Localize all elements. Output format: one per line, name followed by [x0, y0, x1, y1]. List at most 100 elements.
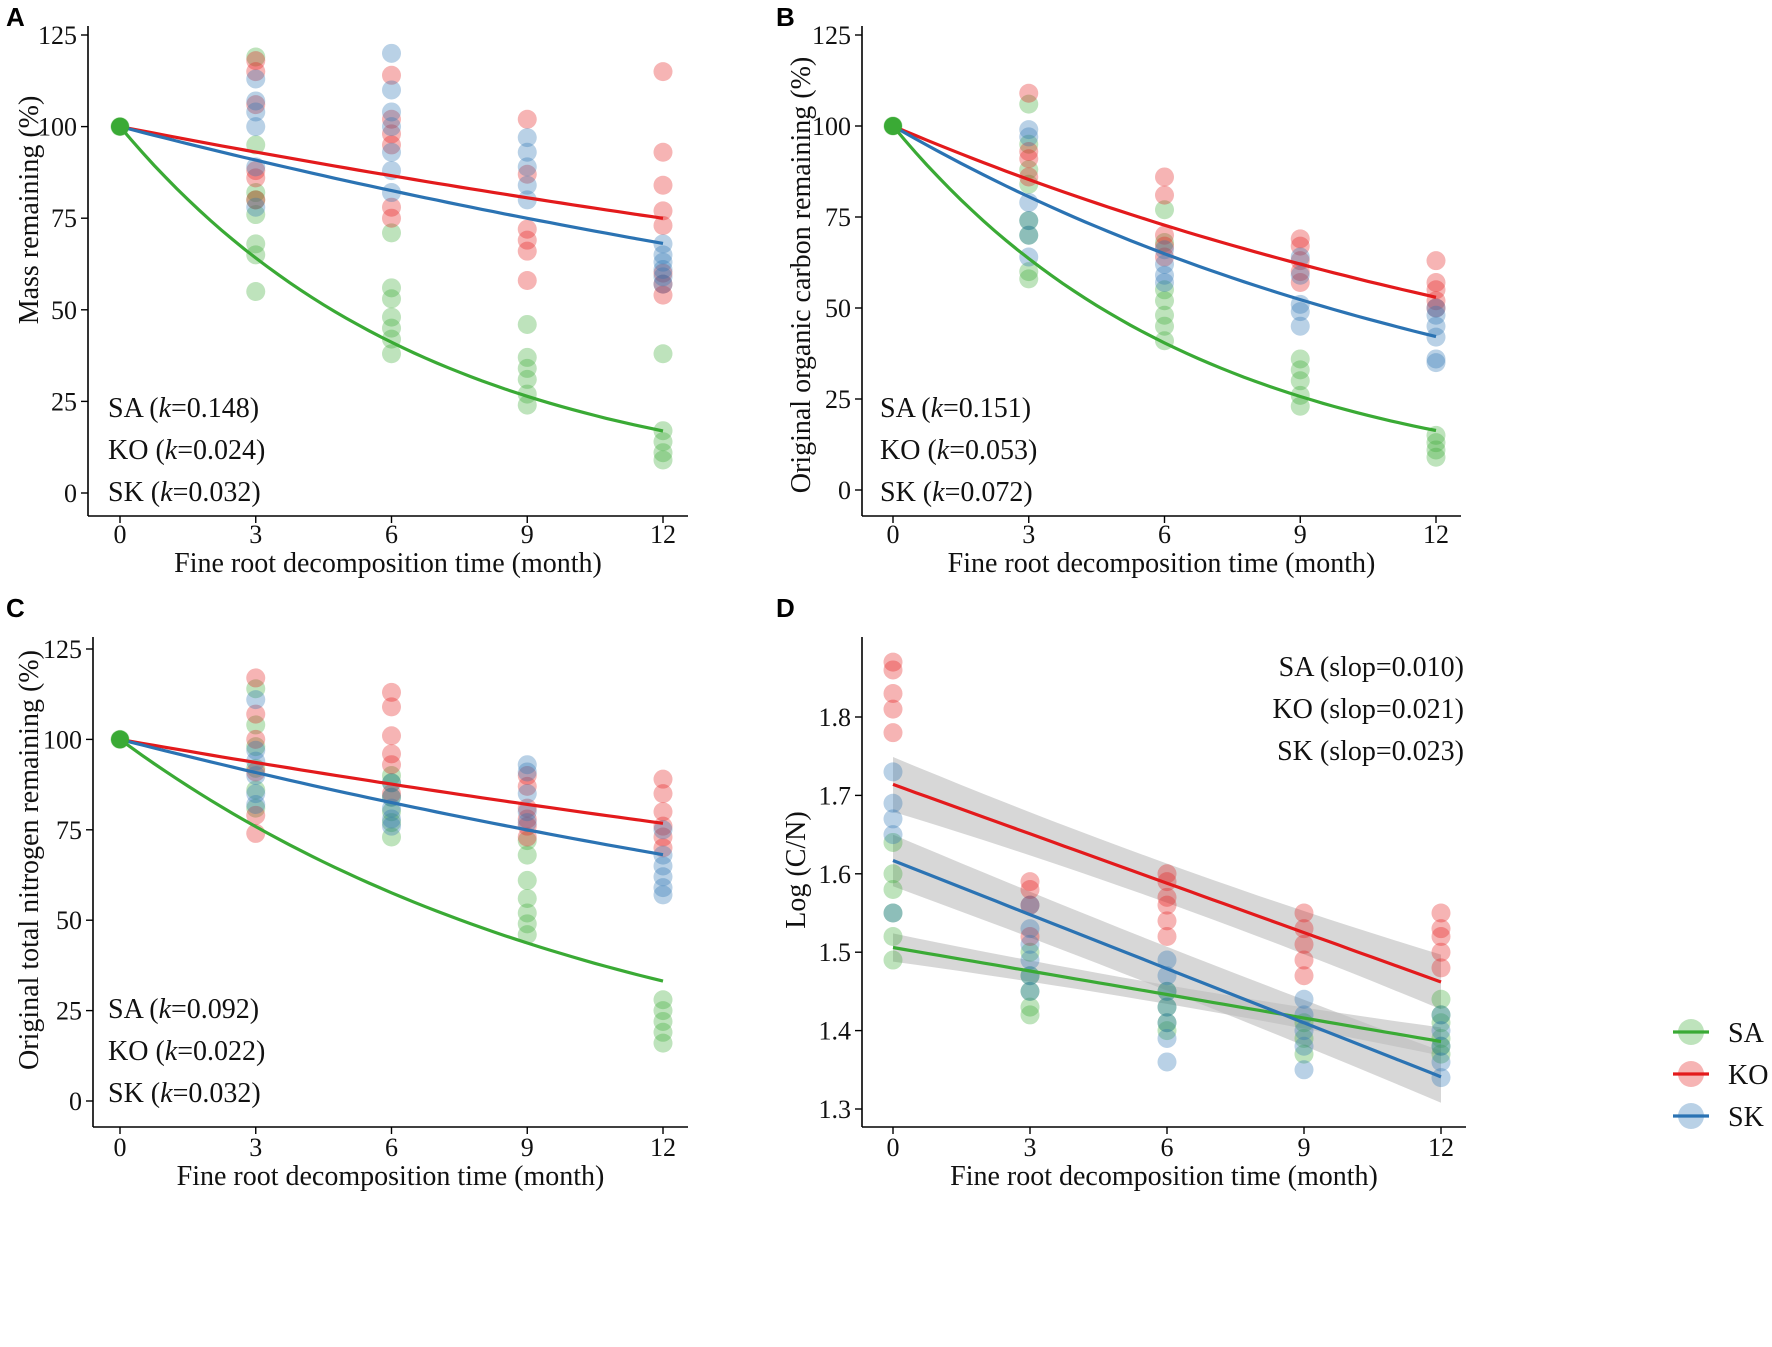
- data-point-sa: [517, 845, 537, 865]
- annotation-k: k: [160, 1078, 173, 1109]
- annotation-label: KO (: [108, 435, 165, 466]
- data-point-ko: [517, 219, 537, 239]
- data-point-sk: [1157, 1052, 1177, 1072]
- origin-point: [111, 117, 129, 136]
- annotation-k: k: [931, 393, 944, 424]
- data-point-sk: [1157, 1013, 1177, 1033]
- annotation-k: k: [165, 1036, 178, 1067]
- data-point-ko: [246, 668, 266, 688]
- data-point-ko: [1157, 864, 1177, 884]
- data-point-sa: [653, 990, 673, 1010]
- data-point-sk: [653, 845, 673, 865]
- y-tick-label: 75: [825, 203, 851, 232]
- x-tick-label: 9: [1294, 520, 1307, 549]
- slope-annotation: SA (slop=0.010): [1279, 652, 1464, 683]
- data-point-sk: [517, 175, 537, 195]
- data-point-sk: [653, 259, 673, 279]
- data-point-ko: [1431, 942, 1451, 962]
- data-point-sa: [517, 347, 537, 367]
- data-point-sk: [883, 793, 903, 813]
- x-axis-title: Fine root decomposition time (month): [950, 1161, 1378, 1192]
- data-point-sk: [517, 762, 537, 782]
- data-point-sk: [883, 809, 903, 829]
- data-point-sa: [1294, 1044, 1314, 1064]
- panel-letter: A: [6, 2, 25, 32]
- x-tick-label: 6: [1158, 520, 1171, 549]
- data-point-sk: [246, 102, 266, 122]
- annotation-k: k: [159, 393, 172, 424]
- data-point-sa: [1426, 440, 1446, 460]
- data-point-sa: [517, 914, 537, 934]
- annotation-value: =0.032): [173, 1078, 261, 1109]
- x-tick-label: 3: [1022, 520, 1035, 549]
- data-point-sk: [1431, 1068, 1451, 1088]
- data-point-sa: [1019, 94, 1039, 114]
- data-point-sk: [1019, 225, 1039, 245]
- data-point-ko: [382, 197, 401, 217]
- y-axis-title: Mass remaining (%): [14, 96, 45, 325]
- data-point-sk: [1294, 1036, 1314, 1056]
- x-tick-label: 3: [249, 520, 262, 549]
- x-tick-label: 3: [249, 1133, 262, 1162]
- data-point-sk: [1426, 327, 1446, 347]
- data-point-sk: [1157, 997, 1177, 1017]
- panel-letter: D: [776, 593, 795, 623]
- x-tick-label: 9: [521, 520, 534, 549]
- data-point-ko: [1426, 251, 1446, 271]
- data-point-ko: [246, 51, 266, 71]
- data-point-sa: [653, 344, 673, 364]
- slope-annotation: KO (slop=0.021): [1272, 694, 1464, 725]
- data-point-sk: [1155, 273, 1174, 293]
- rate-annotation: KO (k=0.022): [108, 1036, 265, 1067]
- data-point-sk: [883, 825, 903, 845]
- x-axis-title: Fine root decomposition time (month): [948, 548, 1376, 579]
- fit-line-ko: [119, 125, 664, 220]
- data-point-sa: [517, 925, 537, 945]
- data-point-sk: [517, 802, 537, 822]
- data-point-sa: [1019, 134, 1039, 154]
- data-point-sk: [1431, 1021, 1451, 1041]
- data-point-sa: [1020, 981, 1040, 1001]
- legend-label: SK: [1728, 1102, 1764, 1133]
- data-point-sa: [653, 1001, 673, 1021]
- data-point-sk: [653, 820, 673, 840]
- origin-point: [884, 117, 902, 135]
- legend-item-sa: SA: [1673, 1018, 1765, 1049]
- data-point-sk: [1426, 353, 1446, 373]
- data-point-ko: [653, 769, 673, 789]
- annotation-value: =0.148): [171, 393, 259, 424]
- data-point-sa: [1157, 1021, 1177, 1041]
- rate-annotation: SA (k=0.151): [880, 393, 1031, 424]
- data-point-ko: [883, 652, 903, 672]
- fit-line-ko: [119, 737, 664, 825]
- data-point-sa: [246, 715, 266, 735]
- y-tick-label: 0: [64, 479, 77, 508]
- data-point-ko: [883, 723, 903, 743]
- data-point-ko: [1426, 298, 1446, 318]
- legend-label: SA: [1728, 1018, 1765, 1049]
- rate-annotation: SK (k=0.072): [880, 477, 1033, 508]
- data-point-sk: [246, 117, 266, 137]
- data-point-sk: [246, 784, 266, 804]
- y-tick-label: 125: [43, 635, 82, 664]
- data-point-sk: [1431, 1052, 1451, 1072]
- data-point-ko: [653, 827, 673, 847]
- panel-letter: B: [776, 2, 795, 32]
- data-point-sa: [653, 443, 673, 463]
- data-point-sk: [517, 142, 537, 162]
- rate-annotation: SA (k=0.092): [108, 994, 259, 1025]
- data-point-sa: [1155, 316, 1174, 336]
- panel-letter: C: [6, 593, 25, 623]
- data-point-sa: [382, 318, 401, 338]
- data-point-sa: [1290, 349, 1310, 369]
- data-point-ko: [382, 697, 401, 717]
- data-point-sa: [1155, 280, 1174, 300]
- x-tick-label: 9: [1298, 1133, 1311, 1162]
- data-point-ko: [517, 809, 537, 829]
- data-point-sa: [382, 223, 401, 243]
- x-tick-label: 0: [887, 1133, 900, 1162]
- y-tick-label: 50: [51, 296, 77, 325]
- data-point-ko: [1155, 185, 1174, 205]
- data-point-ko: [653, 802, 673, 822]
- data-point-sk: [653, 856, 673, 876]
